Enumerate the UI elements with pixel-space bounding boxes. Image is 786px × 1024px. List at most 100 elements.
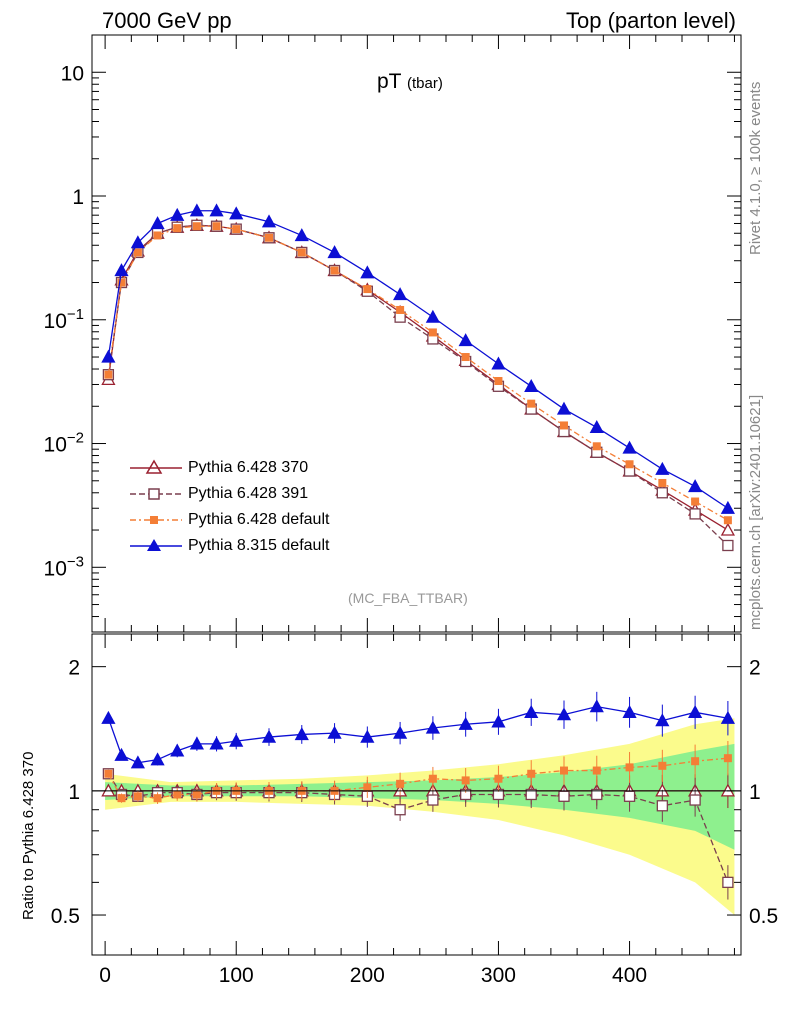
marker-upper-p8-1 — [114, 263, 129, 277]
marker-ratio-p6def-13 — [428, 774, 437, 783]
tick-labels: 0 100 200 300 400 10−3 10−2 10−1 1 10 0.5 0.5 1 1 2 2 — [44, 62, 779, 987]
marker-ratio-p8-13 — [425, 720, 440, 734]
marker-upper-p6def-4 — [173, 224, 182, 233]
marker-upper-p6def-6 — [212, 222, 221, 231]
ratio-band-yellow — [105, 718, 735, 916]
marker-upper-p8-8 — [261, 214, 277, 228]
marker-ratio-p6def-5 — [192, 790, 201, 799]
marker-ratio-p8-10 — [327, 725, 342, 739]
marker-ratio-p8-22 — [720, 710, 735, 724]
legend-entry-p391: Pythia 6.428 391 — [126, 481, 308, 507]
legend-entry-p6def: Pythia 6.428 default — [126, 507, 329, 533]
marker-upper-p6def-19 — [625, 460, 634, 469]
marker-upper-p6def-1 — [117, 278, 126, 287]
marker-upper-p8-6 — [209, 203, 224, 217]
marker-upper-p8-15 — [491, 356, 506, 370]
x-tick-label-200: 200 — [350, 964, 385, 987]
legend-entry-p8: Pythia 8.315 default — [126, 533, 329, 559]
marker-upper-p8-4 — [170, 207, 185, 221]
legend-label-p370: Pythia 6.428 370 — [188, 459, 309, 476]
marker-ratio-p391-21 — [689, 794, 701, 806]
ratio-y-tick-label-left-2: 2 — [68, 657, 80, 680]
marker-ratio-p6def-12 — [396, 779, 405, 788]
marker-upper-p6def-8 — [265, 233, 273, 242]
marker-upper-p6def-11 — [363, 285, 372, 294]
marker-ratio-p391-19 — [623, 790, 636, 802]
marker-upper-p6def-10 — [330, 266, 339, 275]
marker-upper-p6def-17 — [560, 421, 568, 430]
rivet-label: Rivet 4.1.0, ≥ 100k events — [747, 81, 764, 255]
chart-axes — [91, 34, 742, 956]
marker-upper-p6def-22 — [723, 516, 732, 525]
legend-label-p6def: Pythia 6.428 default — [188, 511, 330, 528]
marker-upper-p6def-12 — [396, 305, 405, 314]
marker-upper-p6def-21 — [691, 497, 700, 506]
marker-upper-p391-22 — [722, 539, 734, 552]
upper-y-tick-label-0: 10−3 — [44, 553, 84, 580]
upper-y-tick-label-1: 10−2 — [44, 430, 84, 457]
marker-ratio-p6def-14 — [461, 776, 470, 785]
legend-swatch-p370 — [130, 459, 182, 474]
x-tick-label-100: 100 — [219, 964, 254, 987]
upper-y-tick-label-3: 1 — [72, 186, 84, 209]
plot-title-sub: (tbar) — [406, 75, 443, 92]
marker-upper-p8-10 — [327, 245, 342, 259]
ratio-y-tick-label-left-1: 1 — [68, 781, 80, 804]
marker-ratio-p6def-11 — [363, 783, 372, 792]
marker-upper-p8-3 — [150, 216, 165, 230]
marker-ratio-p391-22 — [722, 876, 734, 889]
marker-ratio-p8-8 — [261, 729, 277, 743]
marker-upper-p8-16 — [524, 378, 539, 392]
marker-upper-p6def-14 — [461, 353, 470, 362]
marker-upper-p8-17 — [556, 401, 572, 415]
marker-upper-p6def-3 — [153, 231, 162, 240]
ratio-y-tick-label-right-0: 0.5 — [749, 905, 778, 928]
ratio-y-tick-label-left-0: 0.5 — [51, 905, 80, 928]
marker-ratio-p8-9 — [294, 727, 309, 741]
marker-ratio-p6def-4 — [173, 790, 182, 799]
legend-swatch-p8 — [130, 539, 182, 551]
marker-ratio-p8-15 — [491, 714, 506, 728]
marker-ratio-p6def-3 — [153, 794, 162, 803]
marker-ratio-p6def-2 — [133, 792, 142, 801]
marker-ratio-p8-6 — [209, 736, 224, 750]
marker-upper-p8-13 — [425, 309, 440, 323]
marker-ratio-p6def-20 — [658, 761, 667, 770]
legend-label-p391: Pythia 6.428 391 — [188, 485, 309, 502]
marker-ratio-p8-5 — [189, 736, 204, 750]
marker-ratio-p8-2 — [130, 755, 145, 769]
marker-upper-p6def-16 — [527, 399, 536, 408]
ratio-y-tick-label-right-1: 1 — [749, 781, 761, 804]
marker-ratio-p8-21 — [688, 704, 703, 718]
marker-upper-p6def-20 — [658, 478, 667, 487]
marker-upper-p6def-2 — [133, 248, 142, 257]
marker-upper-p8-20 — [655, 461, 670, 475]
marker-upper-p8-21 — [688, 479, 703, 493]
marker-upper-p6def-7 — [232, 225, 241, 234]
marker-ratio-p6def-21 — [691, 757, 700, 766]
x-tick-label-400: 400 — [612, 964, 647, 987]
marker-ratio-p8-4 — [170, 743, 185, 757]
marker-upper-p6def-0 — [104, 370, 113, 379]
marker-ratio-p8-16 — [524, 704, 539, 718]
marker-upper-p8-22 — [720, 500, 735, 514]
marker-upper-p6def-9 — [297, 248, 306, 257]
ratio-band-green — [105, 743, 735, 850]
marker-upper-p6def-5 — [192, 222, 201, 231]
header-right: Top (parton level) — [566, 8, 736, 33]
marker-ratio-p8-18 — [589, 699, 604, 713]
marker-ratio-p391-12 — [394, 804, 406, 816]
marker-ratio-p6def-1 — [117, 794, 126, 803]
marker-ratio-p6def-16 — [527, 769, 536, 778]
marker-upper-p8-12 — [393, 287, 408, 301]
marker-upper-p8-18 — [589, 420, 604, 434]
marker-ratio-p6def-22 — [723, 754, 732, 763]
legend-swatch-p6def — [130, 516, 182, 524]
marker-upper-p391-20 — [656, 487, 668, 499]
header-left: 7000 GeV pp — [102, 8, 232, 33]
marker-ratio-p8-3 — [150, 752, 165, 766]
legend-label-p8: Pythia 8.315 default — [188, 537, 330, 554]
marker-ratio-p8-20 — [655, 713, 670, 727]
marker-ratio-p8-0 — [101, 710, 116, 724]
